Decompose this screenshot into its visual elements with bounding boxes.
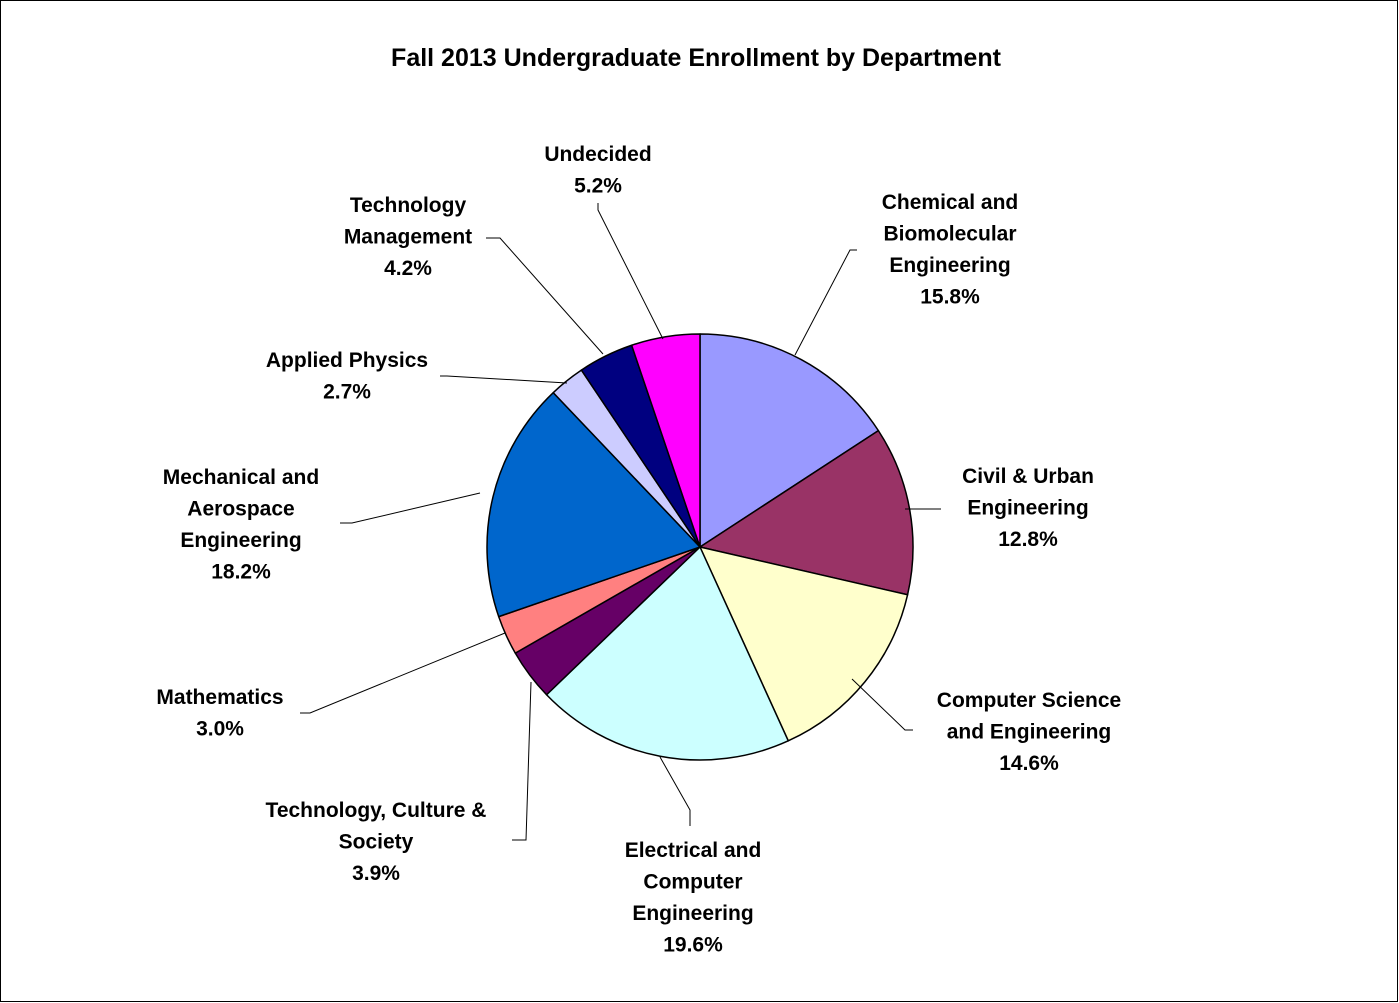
slice-name-line: Engineering (967, 497, 1088, 520)
slice-label-technology-culture-society: Technology, Culture & Society 3.9% (266, 799, 487, 885)
slice-name-line: Biomolecular (883, 223, 1016, 246)
pie-slice-mechanical-and-aerospace-engineering (486, 391, 701, 618)
slice-name-line: Engineering (889, 254, 1010, 277)
slice-label-civil-urban-engineering: Civil & Urban Engineering 12.8% (962, 465, 1094, 551)
slice-value-label: 3.0% (196, 718, 244, 741)
pie-slice-civil-urban-engineering (699, 429, 914, 596)
leader-line-mathematics (300, 632, 506, 714)
pie-slice-electrical-and-computer-engineering (545, 546, 790, 761)
leader-line-technology-management (486, 237, 604, 355)
slice-label-computer-science-and-engineering: Computer Science and Engineering 14.6% (937, 689, 1121, 775)
slice-value-label: 12.8% (998, 528, 1058, 551)
slice-value-label: 5.2% (574, 175, 622, 198)
leader-line-mechanical-and-aerospace-engineering (340, 492, 481, 524)
slice-name-line: Undecided (544, 143, 651, 166)
slice-name-line: Engineering (632, 902, 753, 925)
slice-name-line: Management (344, 226, 472, 249)
slice-value-label: 4.2% (384, 257, 432, 280)
slice-value-label: 18.2% (211, 561, 271, 584)
slice-name-line: Computer (643, 871, 742, 894)
slice-label-undecided: Undecided 5.2% (544, 143, 651, 198)
slice-name-line: Electrical and (625, 839, 762, 862)
slice-label-mathematics: Mathematics 3.0% (156, 686, 283, 741)
leader-lines (300, 203, 941, 841)
slice-label-chemical-and-biomolecular-engineering: Chemical and Biomolecular Engineering 15.8% (882, 191, 1019, 309)
slice-value-label: 14.6% (999, 752, 1059, 775)
pie-slice-computer-science-and-engineering (699, 546, 909, 742)
slice-name-line: Society (339, 831, 414, 854)
slice-name-line: Mathematics (156, 686, 283, 709)
slice-value-label: 2.7% (323, 381, 371, 404)
slice-value-label: 15.8% (920, 286, 980, 309)
slice-value-label: 3.9% (352, 862, 400, 885)
slice-labels: Chemical and Biomolecular Engineering 15.8%… (156, 143, 1121, 957)
leader-line-applied-physics (440, 375, 568, 384)
leader-line-chemical-and-biomolecular-engineering (794, 249, 857, 356)
slice-label-technology-management: Technology Management 4.2% (344, 194, 472, 280)
slice-name-line: Technology, Culture & (266, 799, 487, 822)
pie-slice-undecided (630, 333, 701, 548)
slice-name-line: and Engineering (947, 721, 1112, 744)
slice-name-line: Chemical and (882, 191, 1019, 214)
slice-value-label: 19.6% (663, 934, 723, 957)
slice-label-electrical-and-computer-engineering: Electrical and Computer Engineering 19.6% (625, 839, 762, 957)
slice-name-line: Technology (350, 194, 467, 217)
chart-title: Fall 2013 Undergraduate Enrollment by De… (391, 44, 1002, 72)
leader-line-technology-culture-society (512, 681, 532, 841)
slice-name-line: Civil & Urban (962, 465, 1094, 488)
slice-name-line: Computer Science (937, 689, 1121, 712)
slice-label-mechanical-and-aerospace-engineering: Mechanical and Aerospace Engineering 18.2% (163, 466, 319, 584)
leader-line-undecided (597, 203, 664, 340)
slice-name-line: Aerospace (187, 498, 294, 521)
slice-name-line: Mechanical and (163, 466, 319, 489)
pie-slice-chemical-and-biomolecular-engineering (699, 333, 880, 548)
slice-name-line: Applied Physics (266, 349, 428, 372)
pie-slices (486, 333, 914, 761)
leader-line-computer-science-and-engineering (851, 678, 913, 731)
slice-name-line: Engineering (180, 529, 301, 552)
slice-label-applied-physics: Applied Physics 2.7% (266, 349, 428, 404)
leader-line-electrical-and-computer-engineering (659, 756, 691, 826)
